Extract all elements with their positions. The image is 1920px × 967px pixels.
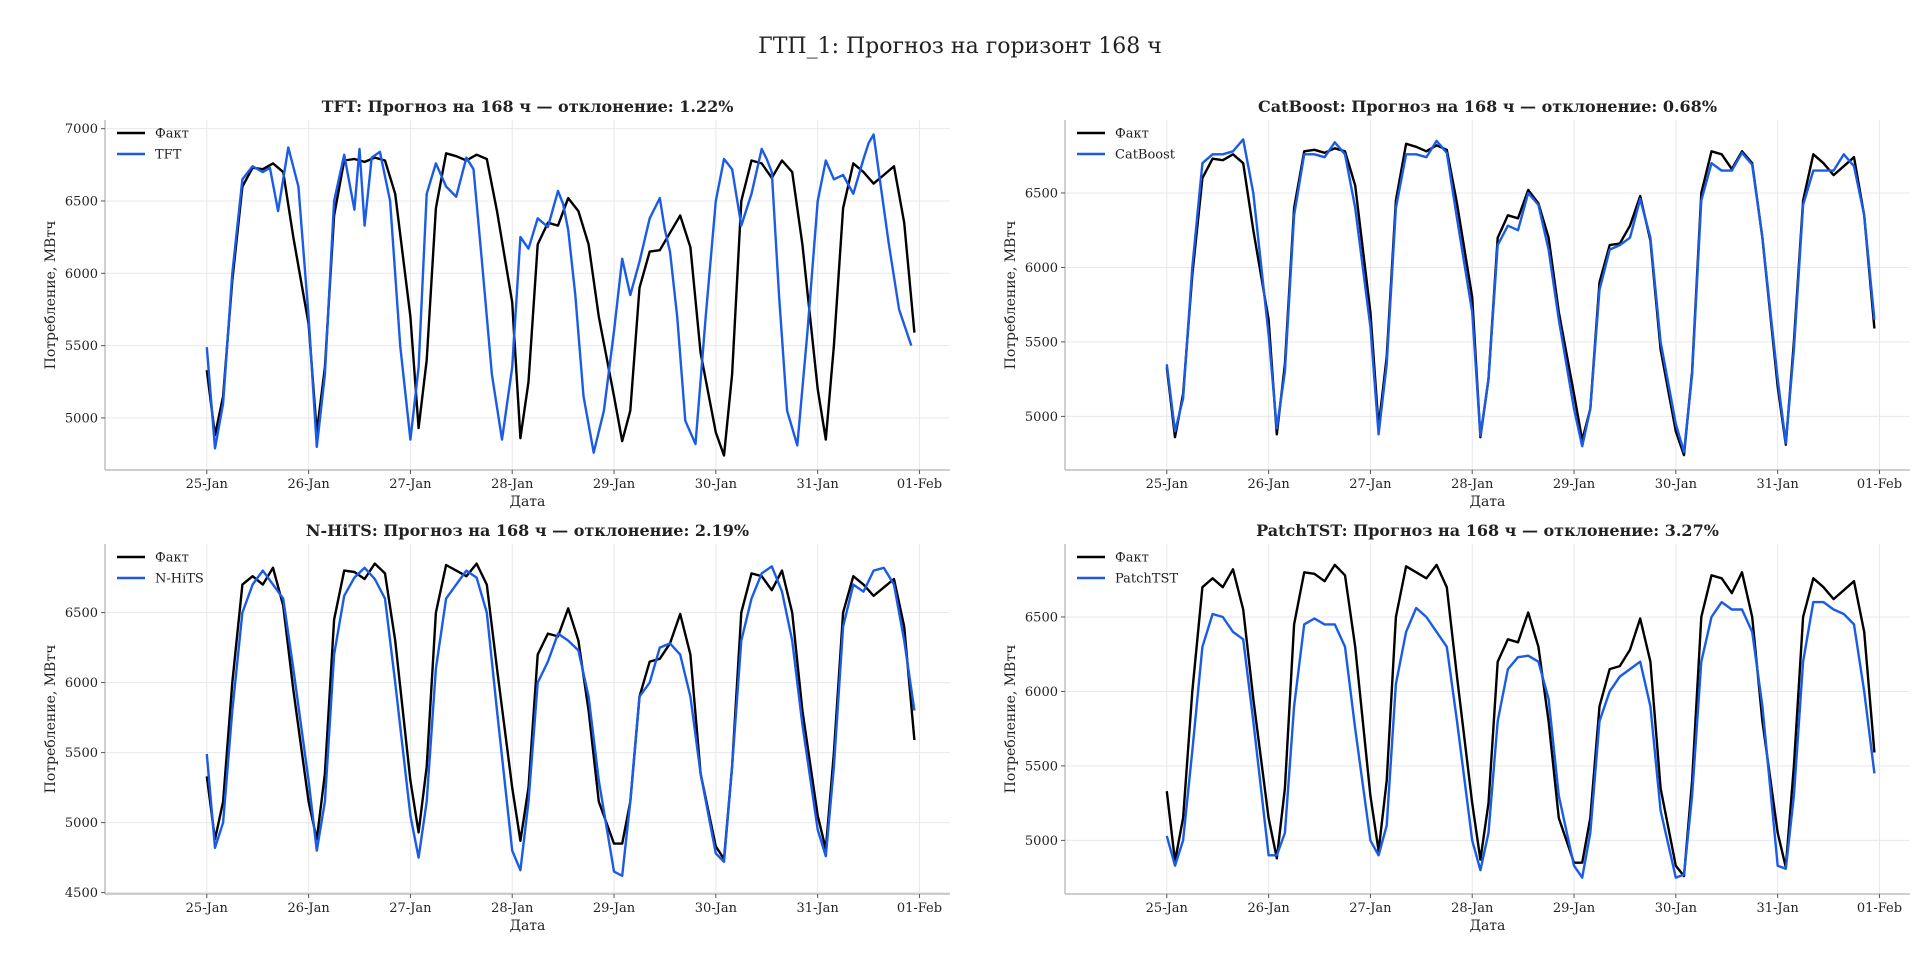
x-axis-label: Дата (1470, 918, 1506, 934)
y-tick-label: 5000 (65, 816, 98, 831)
series-line-forecast (205, 133, 913, 454)
x-tick-label: 01-Feb (897, 477, 942, 492)
figure-title: ГТП_1: Прогноз на горизонт 168 ч (758, 34, 1162, 59)
x-tick-label: 01-Feb (1857, 901, 1902, 916)
panel-title: TFT: Прогноз на 168 ч — отклонение: 1.22… (322, 97, 734, 116)
legend-label: PatchTST (1115, 572, 1178, 587)
x-tick-label: 28-Jan (491, 477, 534, 492)
panel-title: N-HiTS: Прогноз на 168 ч — отклонение: 2… (306, 521, 749, 540)
x-tick-label: 30-Jan (695, 901, 738, 916)
x-tick-label: 27-Jan (1349, 901, 1392, 916)
x-tick-label: 29-Jan (593, 901, 636, 916)
x-tick-label: 27-Jan (1349, 477, 1392, 492)
y-tick-label: 6500 (1025, 610, 1058, 625)
x-tick-label: 28-Jan (1451, 477, 1494, 492)
x-tick-label: 30-Jan (1655, 901, 1698, 916)
y-tick-label: 5000 (1025, 410, 1058, 425)
y-tick-label: 6000 (1025, 685, 1058, 700)
series-line-actual (1165, 563, 1876, 878)
legend-label: Факт (1115, 551, 1149, 566)
x-axis-label: Дата (1470, 494, 1506, 510)
x-tick-label: 26-Jan (1247, 477, 1290, 492)
x-tick-label: 25-Jan (1146, 477, 1189, 492)
y-tick-label: 5500 (65, 746, 98, 761)
legend-label: TFT (155, 148, 182, 163)
chart-panel-catboost: CatBoost: Прогноз на 168 ч — отклонение:… (1003, 97, 1910, 510)
legend-label: Факт (155, 127, 189, 142)
legend-label: CatBoost (1115, 148, 1176, 163)
chart-panel-nhits: N-HiTS: Прогноз на 168 ч — отклонение: 2… (43, 521, 950, 934)
x-tick-label: 25-Jan (186, 901, 229, 916)
chart-panel-tft: TFT: Прогноз на 168 ч — отклонение: 1.22… (43, 97, 950, 510)
y-tick-label: 4500 (65, 886, 98, 901)
y-tick-label: 6500 (1025, 186, 1058, 201)
series-line-forecast (205, 565, 916, 877)
y-tick-label: 6000 (65, 267, 98, 282)
y-axis-label: Потребление, МВтч (1003, 221, 1019, 370)
panel-title: CatBoost: Прогноз на 168 ч — отклонение:… (1258, 97, 1717, 116)
series-line-forecast (1165, 138, 1876, 454)
y-tick-label: 6000 (1025, 261, 1058, 276)
panel-title: PatchTST: Прогноз на 168 ч — отклонение:… (1256, 521, 1719, 540)
x-tick-label: 27-Jan (389, 477, 432, 492)
x-tick-label: 27-Jan (389, 901, 432, 916)
x-tick-label: 25-Jan (186, 477, 229, 492)
y-tick-label: 6500 (65, 606, 98, 621)
y-tick-label: 6500 (65, 194, 98, 209)
x-tick-label: 26-Jan (287, 477, 330, 492)
x-tick-label: 29-Jan (593, 477, 636, 492)
x-tick-label: 30-Jan (695, 477, 738, 492)
chart-panel-patchtst: PatchTST: Прогноз на 168 ч — отклонение:… (1003, 521, 1910, 934)
x-tick-label: 31-Jan (1757, 901, 1800, 916)
x-tick-label: 31-Jan (797, 477, 840, 492)
y-axis-label: Потребление, МВтч (43, 645, 59, 794)
y-tick-label: 5000 (65, 411, 98, 426)
x-tick-label: 01-Feb (1857, 477, 1902, 492)
x-tick-label: 31-Jan (1757, 477, 1800, 492)
x-tick-label: 29-Jan (1553, 901, 1596, 916)
y-tick-label: 6000 (65, 676, 98, 691)
y-tick-label: 5500 (65, 339, 98, 354)
y-tick-label: 5500 (1025, 335, 1058, 350)
x-tick-label: 26-Jan (1247, 901, 1290, 916)
y-axis-label: Потребление, МВтч (1003, 645, 1019, 794)
x-tick-label: 28-Jan (1451, 901, 1494, 916)
x-axis-label: Дата (510, 494, 546, 510)
x-tick-label: 25-Jan (1146, 901, 1189, 916)
x-axis-label: Дата (510, 918, 546, 934)
legend-label: Факт (155, 551, 189, 566)
x-tick-label: 26-Jan (287, 901, 330, 916)
x-tick-label: 28-Jan (491, 901, 534, 916)
y-axis-label: Потребление, МВтч (43, 221, 59, 370)
y-tick-label: 7000 (65, 122, 98, 137)
x-tick-label: 31-Jan (797, 901, 840, 916)
series-line-forecast (1165, 600, 1876, 879)
x-tick-label: 30-Jan (1655, 477, 1698, 492)
legend-label: Факт (1115, 127, 1149, 142)
legend-label: N-HiTS (155, 572, 204, 587)
y-tick-label: 5000 (1025, 834, 1058, 849)
y-tick-label: 5500 (1025, 759, 1058, 774)
x-tick-label: 29-Jan (1553, 477, 1596, 492)
x-tick-label: 01-Feb (897, 901, 942, 916)
